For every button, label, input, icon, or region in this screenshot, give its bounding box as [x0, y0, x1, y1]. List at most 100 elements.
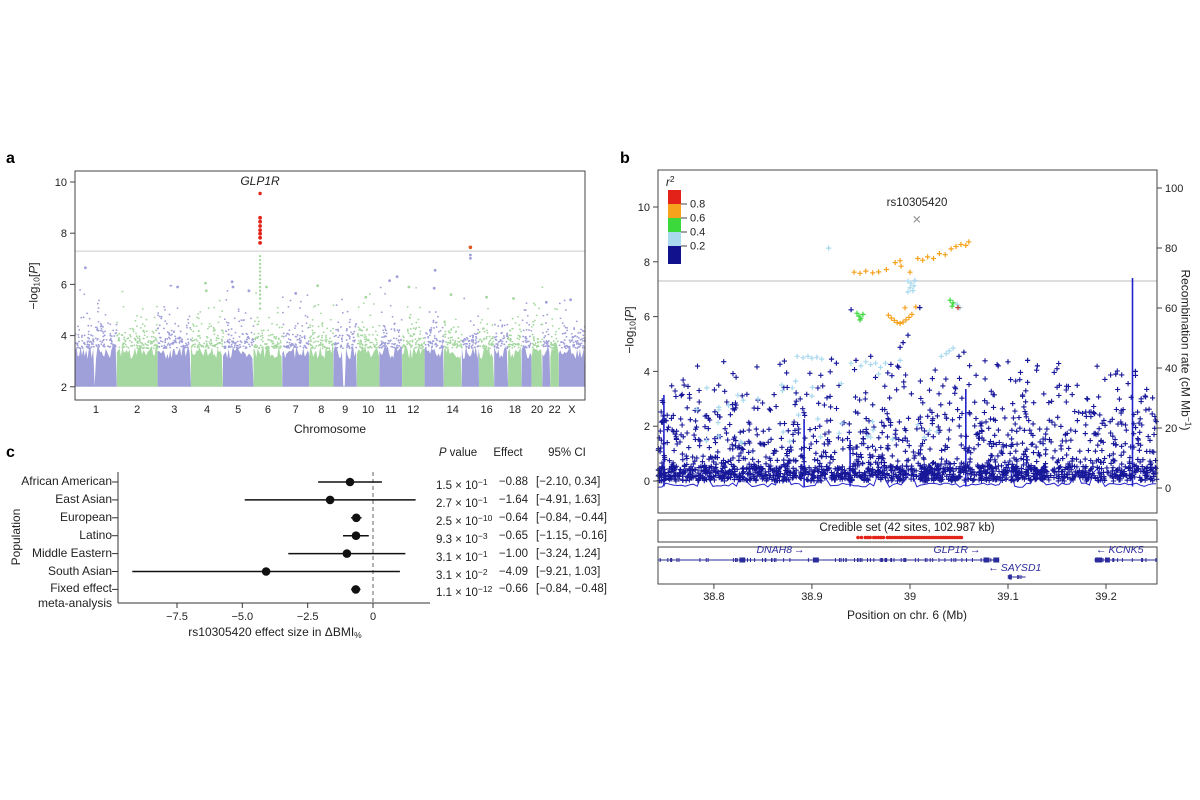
- label-part: −1: [477, 549, 488, 559]
- label-part: [: [26, 273, 41, 278]
- outlier-snp-dot: [231, 285, 235, 289]
- chromosome-tick-label: 5: [235, 404, 241, 416]
- strand-arrow-right-icon: →: [970, 544, 981, 556]
- credible-set-dot: [890, 535, 895, 540]
- gene-label-dnah8: DNAH8 →: [756, 544, 804, 556]
- label-part: −1: [477, 477, 488, 487]
- chromosome-tick-label: 3: [171, 404, 177, 416]
- credible-set-dot: [863, 535, 868, 540]
- credible-set-dot: [924, 535, 929, 540]
- chromosome-dense-block: [253, 345, 283, 387]
- label-part: rs10305420 effect size in ΔBMI: [188, 625, 355, 639]
- recomb-axis-tick-label: 0: [1165, 483, 1171, 495]
- glp1r-significant-dot: [258, 241, 262, 245]
- label-part: −3: [477, 531, 488, 541]
- locuszoom-x-axis-title: Position on chr. 6 (Mb): [846, 608, 968, 622]
- effect-estimate-point: [325, 495, 335, 505]
- chromosome-dense-block: [531, 346, 543, 387]
- gene-label-kcnk5: ← KCNK5: [1096, 544, 1144, 556]
- table-header-ci: 95% CI: [548, 447, 586, 459]
- label-part: P: [622, 309, 637, 318]
- chromosome-tick-label: 9: [342, 404, 348, 416]
- table-effect-3: −0.65: [498, 530, 528, 542]
- outlier-snp-dot: [395, 275, 399, 279]
- snp-scatter-dots: [116, 286, 560, 350]
- glp1r-subthreshold-dot: [258, 289, 262, 292]
- y-axis-tick-label: 6: [644, 312, 650, 324]
- gene-track-box: [657, 546, 1158, 585]
- legend-tick-label: 0.8: [690, 199, 705, 211]
- x-axis-tick-label: 38.8: [703, 591, 724, 603]
- x-axis-tick-label: −7.5: [166, 611, 188, 623]
- panel-b-letter: b: [620, 150, 630, 167]
- lead-snp-x-marker: [913, 215, 921, 223]
- table-ci-1: [−4.91, 1.63]: [536, 494, 601, 506]
- chromosome-tick-label: 16: [480, 404, 492, 416]
- gene-label-saysd1: ← SAYSD1: [988, 562, 1041, 574]
- glp1r-significant-dot: [258, 219, 262, 224]
- label-part: −12: [477, 584, 493, 594]
- chromosome-tick-label: 22: [548, 404, 560, 416]
- outlier-snp-dot: [407, 285, 411, 289]
- chromosome-dense-block: [356, 345, 380, 387]
- label-part: 2: [669, 174, 675, 184]
- chromosome-tick-label: X: [568, 404, 576, 416]
- table-ci-4: [−3.24, 1.24]: [536, 548, 601, 560]
- table-effect-4: −1.00: [498, 548, 528, 560]
- population-name: Fixed effect: [50, 581, 112, 595]
- label-part: [: [622, 317, 637, 322]
- credible-set-dot: [905, 535, 909, 540]
- x-axis-tick-label: 38.9: [801, 591, 822, 603]
- recomb-axis-tick-label: 60: [1165, 303, 1177, 315]
- glp1r-subthreshold-dot: [258, 281, 262, 285]
- credible-set-dot: [885, 535, 890, 540]
- glp1r-subthreshold-dot: [258, 302, 262, 305]
- chromosome-dense-block: [550, 341, 559, 387]
- x-axis-tick-label: 39.2: [1095, 591, 1116, 603]
- forest-x-axis-title: rs10305420 effect size in ΔBMI%: [188, 625, 361, 640]
- credible-set-label: Credible set (42 sites, 102.987 kb): [819, 522, 995, 534]
- chromosome-dense-block: [223, 346, 254, 387]
- table-header-effect: Effect: [493, 447, 523, 459]
- legend-swatch-0: [668, 190, 681, 204]
- chromosome-dense-block: [424, 341, 444, 387]
- snp-markers-navy: [828, 305, 1138, 377]
- snp-markers-green: [854, 297, 956, 323]
- y-axis-tick-label: 2: [644, 421, 650, 433]
- forest-row-label-1: East Asian: [0, 492, 112, 507]
- gene-name: KCNK5: [1108, 544, 1143, 556]
- chromosome-tick-label: 4: [204, 404, 210, 416]
- credible-set-box: [657, 519, 1158, 543]
- credible-set-dot: [934, 535, 938, 540]
- locuszoom-y-axis-title: −log10[P]: [623, 306, 638, 353]
- strand-arrow-left-icon: ←: [1096, 544, 1107, 556]
- effect-estimate-point: [261, 567, 271, 576]
- chromosome-tick-label: 1: [93, 404, 99, 416]
- chromosome-dense-block: [282, 345, 310, 387]
- effect-estimate-point: [352, 513, 361, 523]
- outlier-snp-dot: [84, 266, 87, 270]
- exon-block: [993, 557, 1000, 563]
- forest-row-label-5: South Asian: [0, 564, 112, 579]
- strand-arrow-right-icon: →: [794, 544, 805, 556]
- credible-set-dot: [910, 535, 914, 540]
- x-axis-tick-label: 39: [904, 591, 916, 603]
- exon-block: [983, 557, 990, 563]
- glp1r-subthreshold-dot: [258, 307, 262, 310]
- label-part: value: [446, 447, 478, 459]
- credible-set-dot: [915, 535, 919, 540]
- table-pvalue-1: 2.7 × 10−1: [436, 493, 488, 511]
- chromosome-dense-block: [116, 345, 158, 387]
- population-name: European: [59, 510, 112, 524]
- snp-markers-red: [955, 305, 961, 311]
- exon-block: [1009, 574, 1012, 580]
- table-effect-6: −0.66: [498, 583, 528, 595]
- table-ci-3: [−1.15, −0.16]: [536, 530, 607, 542]
- x-axis-tick-label: −5.0: [231, 611, 253, 623]
- glp1r-significant-dot: [258, 235, 262, 240]
- label-part: −log: [622, 330, 637, 354]
- outlier-snp-dot: [569, 298, 572, 302]
- x-axis-tick-label: 0: [370, 611, 376, 623]
- chromosome-dense-block: [443, 345, 462, 387]
